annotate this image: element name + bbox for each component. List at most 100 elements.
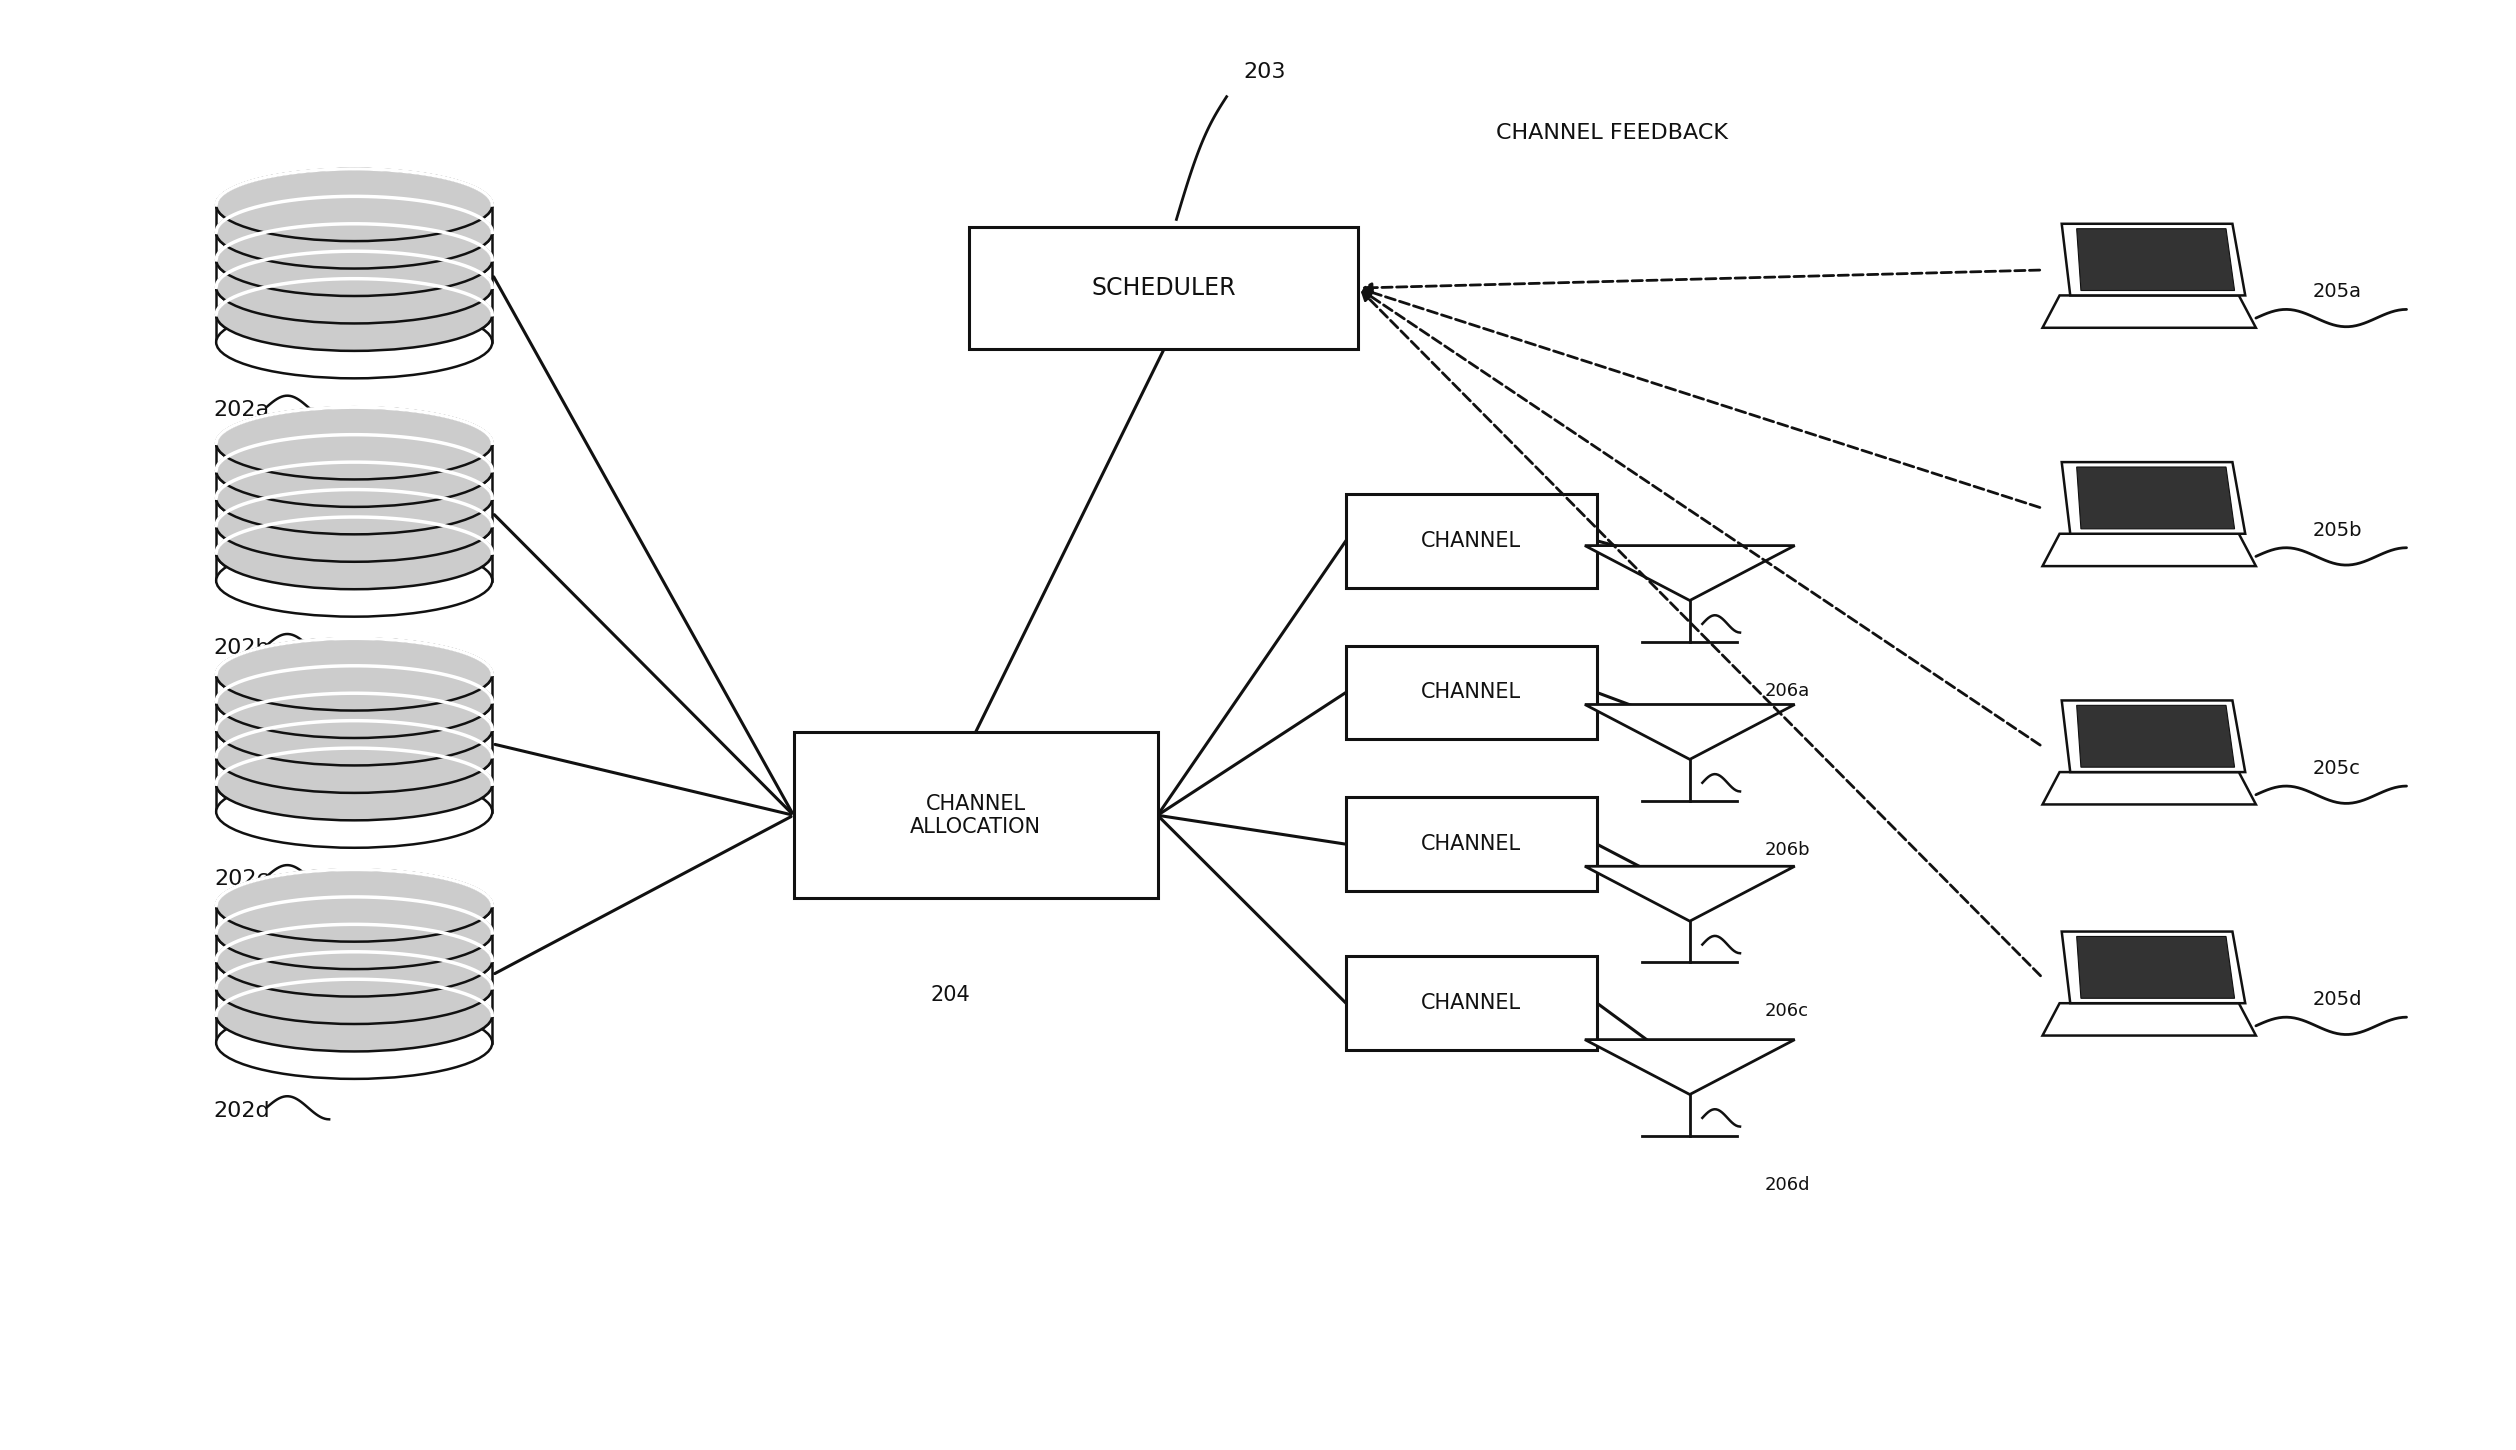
Ellipse shape	[216, 693, 493, 766]
Ellipse shape	[216, 666, 493, 738]
Ellipse shape	[216, 544, 493, 616]
Polygon shape	[216, 287, 493, 315]
Polygon shape	[216, 729, 493, 757]
Ellipse shape	[216, 407, 493, 480]
Ellipse shape	[216, 638, 493, 710]
Text: SCHEDULER: SCHEDULER	[1092, 276, 1235, 300]
FancyBboxPatch shape	[1346, 956, 1598, 1050]
Text: 202d: 202d	[214, 1101, 269, 1121]
Ellipse shape	[216, 870, 493, 941]
Ellipse shape	[216, 223, 493, 296]
Polygon shape	[2076, 229, 2234, 290]
Polygon shape	[216, 674, 493, 702]
Polygon shape	[216, 232, 493, 260]
Ellipse shape	[216, 666, 493, 738]
Text: 202c: 202c	[214, 870, 269, 889]
Ellipse shape	[216, 951, 493, 1024]
Text: 205c: 205c	[2312, 758, 2360, 777]
Polygon shape	[1585, 866, 1794, 921]
Polygon shape	[216, 702, 493, 729]
Text: 203: 203	[1243, 62, 1286, 83]
Polygon shape	[216, 526, 493, 552]
Polygon shape	[216, 315, 493, 342]
Polygon shape	[1585, 705, 1794, 760]
Ellipse shape	[216, 979, 493, 1051]
Ellipse shape	[216, 776, 493, 848]
Text: 202b: 202b	[214, 638, 269, 658]
FancyBboxPatch shape	[969, 226, 1359, 349]
Polygon shape	[216, 987, 493, 1015]
Text: 205d: 205d	[2312, 990, 2363, 1009]
Polygon shape	[2061, 463, 2244, 534]
Polygon shape	[216, 1015, 493, 1043]
Ellipse shape	[216, 463, 493, 535]
Polygon shape	[216, 960, 493, 987]
Ellipse shape	[216, 407, 493, 480]
Polygon shape	[2043, 296, 2257, 328]
Text: CHANNEL
ALLOCATION: CHANNEL ALLOCATION	[911, 793, 1042, 837]
Text: 206a: 206a	[1766, 682, 1812, 700]
Ellipse shape	[216, 748, 493, 821]
Polygon shape	[2061, 223, 2244, 296]
Ellipse shape	[216, 196, 493, 268]
Ellipse shape	[216, 638, 493, 710]
Ellipse shape	[216, 748, 493, 821]
Ellipse shape	[216, 979, 493, 1051]
Polygon shape	[216, 784, 493, 812]
Ellipse shape	[216, 463, 493, 535]
Ellipse shape	[216, 278, 493, 351]
Text: CHANNEL: CHANNEL	[1422, 531, 1522, 551]
Text: 206b: 206b	[1766, 841, 1812, 858]
Text: CHANNEL: CHANNEL	[1422, 834, 1522, 854]
Polygon shape	[2061, 931, 2244, 1003]
Text: 205b: 205b	[2312, 521, 2363, 539]
Polygon shape	[2076, 705, 2234, 767]
Ellipse shape	[216, 721, 493, 793]
Ellipse shape	[216, 1006, 493, 1079]
Ellipse shape	[216, 435, 493, 508]
Polygon shape	[2076, 937, 2234, 998]
Polygon shape	[216, 757, 493, 784]
Ellipse shape	[216, 693, 493, 766]
Text: CHANNEL: CHANNEL	[1422, 683, 1522, 702]
Ellipse shape	[216, 490, 493, 561]
Polygon shape	[1585, 1040, 1794, 1095]
Polygon shape	[216, 471, 493, 499]
FancyBboxPatch shape	[1346, 645, 1598, 740]
Ellipse shape	[216, 251, 493, 323]
Polygon shape	[216, 204, 493, 232]
FancyBboxPatch shape	[1346, 494, 1598, 587]
FancyBboxPatch shape	[793, 732, 1157, 899]
Ellipse shape	[216, 168, 493, 241]
Polygon shape	[216, 932, 493, 960]
Polygon shape	[2043, 534, 2257, 566]
Polygon shape	[216, 444, 493, 471]
Text: 206c: 206c	[1766, 1002, 1809, 1021]
Ellipse shape	[216, 518, 493, 589]
Text: 204: 204	[931, 985, 971, 1005]
Ellipse shape	[216, 518, 493, 589]
Ellipse shape	[216, 924, 493, 996]
Polygon shape	[2043, 1003, 2257, 1035]
Ellipse shape	[216, 168, 493, 241]
Ellipse shape	[216, 898, 493, 969]
Ellipse shape	[216, 951, 493, 1024]
Ellipse shape	[216, 870, 493, 941]
Ellipse shape	[216, 721, 493, 793]
Polygon shape	[2043, 771, 2257, 805]
Ellipse shape	[216, 490, 493, 561]
Text: CHANNEL FEEDBACK: CHANNEL FEEDBACK	[1497, 123, 1728, 142]
Text: 202a: 202a	[214, 400, 269, 420]
Ellipse shape	[216, 898, 493, 969]
FancyBboxPatch shape	[1346, 798, 1598, 892]
Text: 205a: 205a	[2312, 283, 2363, 302]
Polygon shape	[216, 260, 493, 287]
Text: 206d: 206d	[1766, 1176, 1812, 1193]
Polygon shape	[1585, 545, 1794, 600]
Ellipse shape	[216, 306, 493, 378]
Polygon shape	[2061, 700, 2244, 771]
Polygon shape	[216, 552, 493, 580]
Ellipse shape	[216, 435, 493, 508]
Ellipse shape	[216, 278, 493, 351]
Polygon shape	[2076, 467, 2234, 529]
